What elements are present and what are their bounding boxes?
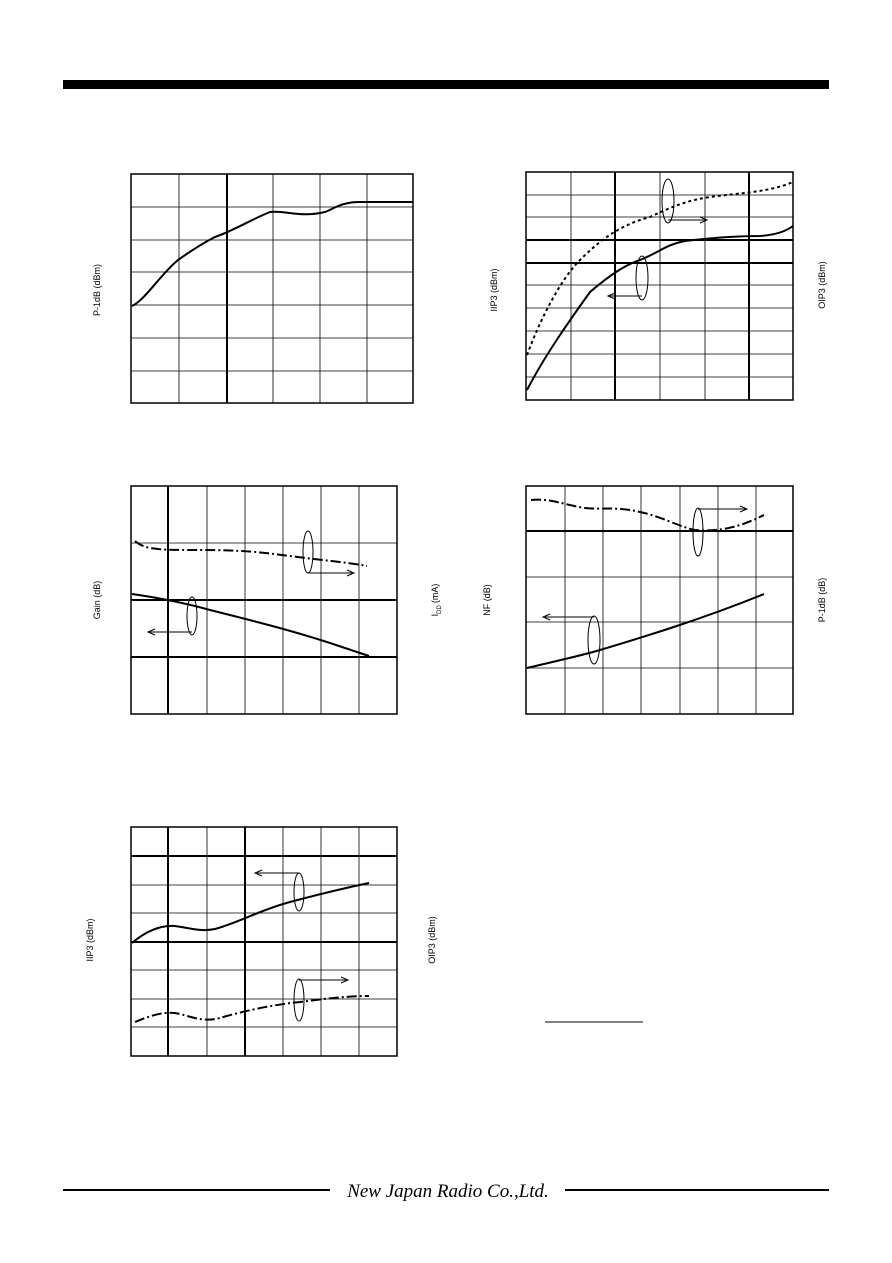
ellipse <box>661 178 675 224</box>
axis-label-main: P-1dB (dB) <box>817 578 827 623</box>
axis-label: OIP3 (dBm) <box>427 916 437 964</box>
panels: P-1dB (dBm) IIP3 (dBm) OIP3 (dBm) Gain (dB)… <box>85 171 827 1057</box>
axis-label-main: OIP3 (dBm) <box>427 916 437 964</box>
arrow <box>541 613 594 621</box>
ellipse <box>635 255 649 301</box>
curve <box>526 593 765 669</box>
arrow <box>606 292 642 300</box>
curve <box>131 882 370 944</box>
axis-label: P-1dB (dB) <box>817 578 827 623</box>
curve <box>526 225 794 391</box>
plot-frame <box>525 485 794 715</box>
curve <box>131 593 370 657</box>
logo: New Japan Radio Co.,Ltd. <box>346 1181 549 1202</box>
axis-label: IIP3 (dBm) <box>489 268 499 311</box>
axis-label-main: OIP3 (dBm) <box>817 261 827 309</box>
ellipse <box>293 872 305 912</box>
arrow <box>308 569 356 577</box>
axis-label: P-1dB (dBm) <box>92 264 102 316</box>
axis-label: IIP3 (dBm) <box>85 918 95 961</box>
curve <box>530 498 765 532</box>
axis-label: IDD(mA) <box>430 584 443 617</box>
arrow <box>299 976 350 984</box>
arrow <box>698 505 749 513</box>
curves <box>131 178 794 1023</box>
arrow <box>253 869 299 877</box>
arrow <box>146 628 192 636</box>
plot-frame <box>525 171 794 401</box>
curve <box>526 181 794 356</box>
curve <box>134 995 370 1023</box>
ellipse <box>302 530 314 574</box>
arrow <box>668 216 709 224</box>
plot-frame <box>130 173 414 404</box>
ellipse <box>587 615 601 665</box>
ellipse <box>186 596 198 636</box>
ellipse <box>692 507 704 557</box>
axis-label: NF (dB) <box>482 584 492 616</box>
curve <box>134 540 368 567</box>
axis-label-unit: (mA) <box>430 584 440 604</box>
axis-label-main: I <box>430 614 440 617</box>
ellipse <box>293 978 305 1022</box>
axis-label: Gain (dB) <box>92 581 102 620</box>
header-bar <box>63 80 829 89</box>
curve <box>131 201 413 307</box>
axis-label-sub: DD <box>437 604 443 613</box>
axis-label: OIP3 (dBm) <box>817 261 827 309</box>
